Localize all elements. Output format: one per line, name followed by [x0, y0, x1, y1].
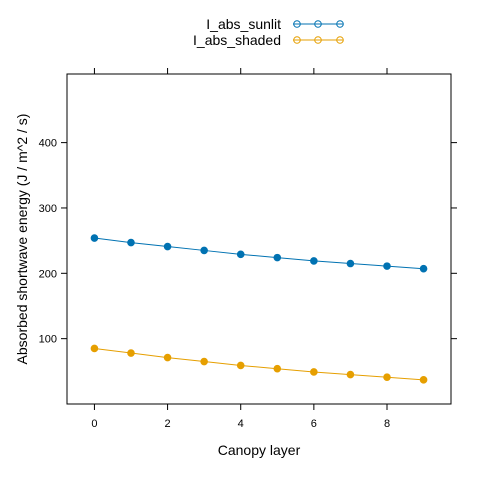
series-line — [94, 237, 424, 270]
series-line — [94, 347, 424, 381]
data-point — [273, 364, 282, 373]
legend-marker — [314, 20, 322, 28]
data-point — [273, 253, 282, 262]
legend-marker — [293, 20, 301, 28]
data-point — [346, 370, 355, 379]
legend-marker — [293, 36, 301, 44]
y-axis-title: Absorbed shortwave energy (J / m^2 / s) — [14, 114, 30, 365]
legend-item: I_abs_shaded — [193, 32, 344, 48]
data-point — [383, 373, 391, 382]
data-point — [346, 259, 355, 268]
data-point — [383, 262, 391, 270]
data-point — [90, 344, 99, 353]
y-tick-label: 200 — [39, 268, 57, 280]
legend-marker — [314, 36, 322, 44]
legend-item: I_abs_sunlit — [206, 16, 344, 32]
data-point — [310, 257, 318, 265]
legend-label: I_abs_sunlit — [206, 16, 281, 32]
series-I_abs_sunlit — [90, 234, 428, 273]
data-point — [419, 264, 428, 273]
x-tick-label: 2 — [165, 418, 171, 430]
data-point — [310, 368, 318, 376]
legend-marker — [336, 20, 344, 28]
data-point — [163, 353, 172, 362]
axis-ticks: 0 2 4 6 8 100 200 300 400 — [39, 68, 457, 430]
x-tick-label: 6 — [311, 418, 317, 430]
x-axis-title: Canopy layer — [218, 442, 301, 458]
data-point — [200, 246, 208, 255]
data-point — [236, 250, 245, 259]
data-point — [127, 349, 135, 357]
series-I_abs_shaded — [90, 344, 428, 384]
x-tick-label: 8 — [384, 418, 390, 430]
data-point — [200, 357, 208, 366]
data-point — [419, 376, 428, 384]
legend-label: I_abs_shaded — [193, 32, 281, 48]
data-point — [163, 242, 172, 251]
plot-frame — [66, 73, 452, 405]
y-tick-label: 100 — [39, 334, 57, 346]
x-tick-label: 4 — [238, 418, 244, 430]
plot-series — [90, 234, 428, 384]
data-point — [127, 238, 135, 247]
legend-marker — [336, 36, 344, 44]
data-point — [90, 234, 99, 242]
y-tick-label: 400 — [39, 138, 57, 150]
data-point — [236, 361, 245, 370]
x-tick-label: 0 — [91, 418, 97, 430]
y-tick-label: 300 — [39, 203, 57, 215]
